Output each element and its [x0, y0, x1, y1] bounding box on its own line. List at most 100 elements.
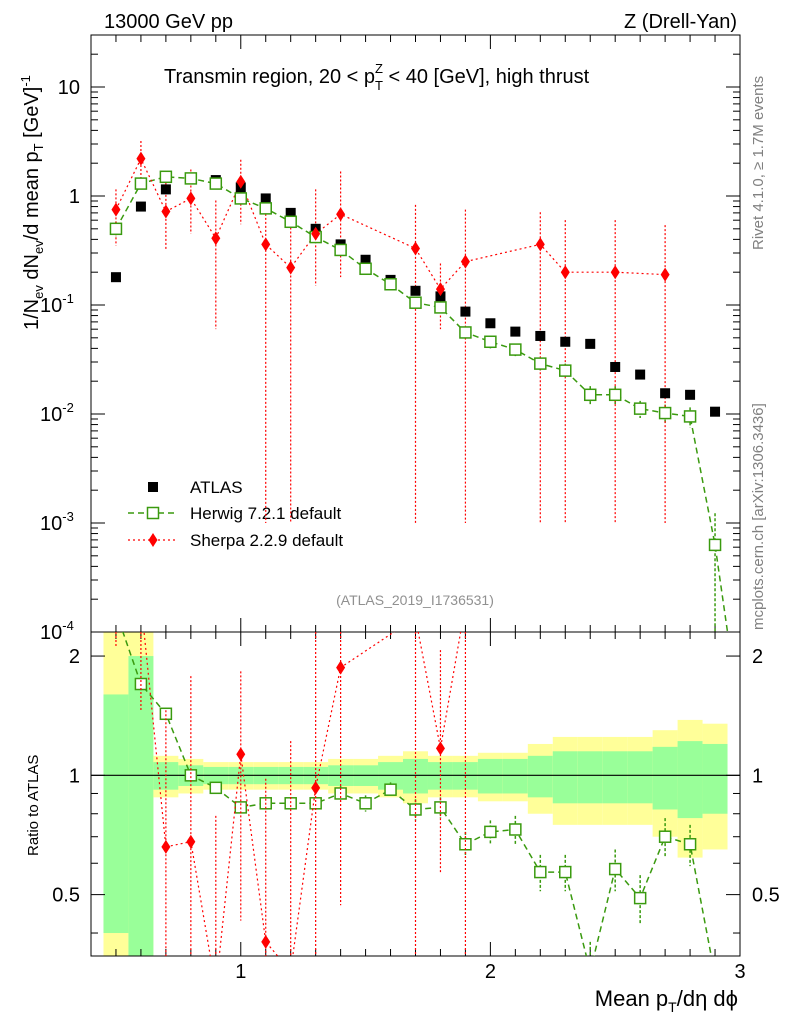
inner-band-bin — [502, 758, 528, 794]
legend-herwig-marker — [146, 506, 160, 520]
sherpa-ratio-point — [336, 660, 346, 675]
herwig-point — [409, 296, 422, 309]
herwig-point — [559, 364, 572, 377]
y-tick-label: 10-1 — [40, 291, 74, 317]
sherpa-point — [186, 191, 196, 206]
atlas-point — [585, 338, 596, 349]
inner-band-bin — [677, 741, 703, 819]
ratio-tick-label-right: 2 — [752, 646, 763, 668]
herwig-point — [583, 388, 597, 402]
herwig-point — [484, 335, 497, 349]
sherpa-point — [136, 151, 146, 166]
inner-band-bin — [627, 751, 653, 804]
y-tick-label: 10-4 — [40, 618, 74, 644]
ratio-tick-label-left: 2 — [69, 646, 80, 668]
herwig-point — [534, 357, 547, 370]
ratio-axis-ticks: 0.5 0.5 1 1 2 2 — [52, 646, 780, 934]
herwig-ratio-point — [309, 797, 322, 810]
inner-band-bin — [128, 656, 154, 956]
sherpa-point — [211, 231, 221, 246]
herwig-point — [683, 410, 697, 423]
herwig-point — [359, 262, 372, 276]
herwig-ratio-point — [534, 865, 547, 879]
inner-band-bin — [652, 746, 678, 810]
herwig-point — [658, 406, 672, 420]
x-tick-label: 3 — [734, 961, 745, 983]
sherpa-point — [660, 267, 670, 282]
atlas-point — [135, 201, 146, 212]
chart-title: Transmin region, 20 < pTZ < 40 [GeV], hi… — [164, 61, 590, 93]
ratio-series — [115, 632, 713, 956]
x-axis-label: Mean pT/dη dϕ — [595, 986, 738, 1015]
herwig-ratio-point — [184, 769, 198, 782]
herwig-ratio-point — [683, 838, 697, 851]
atlas-point — [410, 285, 421, 296]
ratio-tick-label-right: 1 — [752, 765, 763, 787]
sherpa-point — [311, 226, 321, 241]
atlas-point — [685, 389, 696, 400]
y-tick-label: 10-3 — [40, 509, 74, 535]
herwig-point — [109, 222, 123, 236]
sherpa-point — [535, 237, 545, 252]
atlas-point — [435, 291, 446, 302]
ratio-tick-label-left: 0.5 — [52, 885, 80, 907]
inner-band-bin — [552, 751, 578, 804]
sherpa-point — [161, 204, 171, 219]
x-tick-label: 2 — [485, 961, 496, 983]
herwig-point — [159, 170, 173, 184]
inner-band-bin — [702, 743, 728, 814]
herwig-point — [708, 538, 722, 552]
y-axis-label: 1/Nev dNev/d mean pT [GeV]-1 — [18, 75, 46, 330]
y-tick-label: 10 — [58, 77, 80, 99]
sherpa-ratio-point — [261, 934, 271, 949]
herwig-point — [608, 388, 622, 402]
ratio-tick-label-right: 0.5 — [752, 885, 780, 907]
herwig-point — [509, 343, 522, 356]
inner-band-bin — [577, 751, 603, 804]
atlas-point — [560, 336, 571, 347]
herwig-ratio-point — [658, 830, 672, 843]
herwig-ratio-point — [633, 891, 647, 905]
main-axis-ticks: 10-4 10-3 10-2 10-1 1 10 1 2 3 — [40, 34, 746, 983]
ratio-y-label: Ratio to ATLAS — [25, 755, 42, 856]
herwig-ratio-point — [209, 781, 223, 795]
legend-label-sherpa: Sherpa 2.2.9 default — [190, 531, 343, 550]
sherpa-point — [286, 260, 296, 275]
header-right: Z (Drell-Yan) — [624, 11, 737, 33]
herwig-ratio-point — [159, 707, 173, 721]
herwig-point — [459, 326, 472, 339]
herwig-point — [234, 192, 248, 205]
herwig-point — [334, 243, 347, 257]
sherpa-point — [460, 254, 470, 269]
herwig-point — [209, 177, 223, 190]
atlas-point — [285, 207, 296, 218]
herwig-point — [134, 177, 148, 190]
herwig-ratio-point — [384, 783, 397, 796]
herwig-point — [434, 301, 447, 314]
sherpa-point — [261, 237, 271, 252]
herwig-point — [259, 202, 272, 215]
herwig-ratio-point — [284, 797, 297, 810]
legend: ATLAS Herwig 7.2.1 default Sherpa 2.2.9 de… — [128, 478, 343, 550]
mcplots-label: mcplots.cern.ch [arXiv:1306.3436] — [750, 403, 767, 630]
sherpa-point — [435, 282, 445, 297]
atlas-point — [110, 272, 121, 283]
y-tick-label: 1 — [69, 186, 80, 208]
atlas-point — [160, 184, 171, 195]
inner-band-bin — [602, 751, 628, 804]
herwig-ratio-point — [608, 862, 622, 876]
sherpa-ratio-point — [236, 747, 246, 762]
sherpa-point — [111, 202, 121, 217]
sherpa-ratio-point — [161, 839, 171, 854]
inner-band-bin — [103, 694, 129, 934]
atlas-point — [610, 361, 621, 372]
legend-atlas-marker — [148, 482, 158, 492]
atlas-point — [260, 193, 271, 204]
main-series — [109, 140, 729, 633]
sherpa-point — [610, 265, 620, 280]
sherpa-ratio-point — [311, 780, 321, 795]
herwig-point — [384, 278, 397, 291]
herwig-point — [184, 172, 198, 185]
atlas-point — [635, 369, 646, 380]
